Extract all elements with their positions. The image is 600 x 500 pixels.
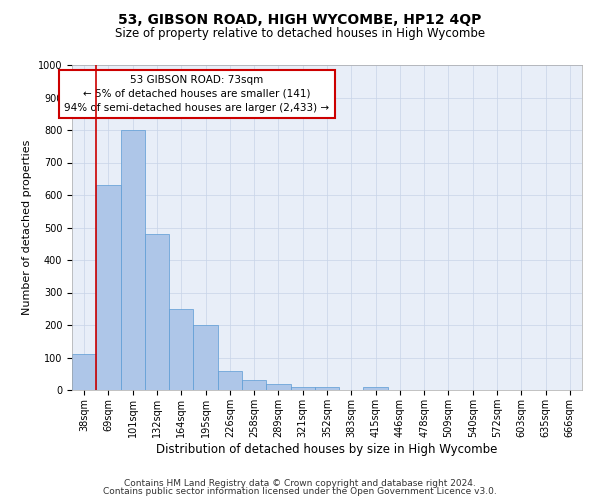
Bar <box>242 380 266 390</box>
Text: Contains HM Land Registry data © Crown copyright and database right 2024.: Contains HM Land Registry data © Crown c… <box>124 478 476 488</box>
Bar <box>169 308 193 390</box>
Bar <box>315 387 339 390</box>
Text: 53 GIBSON ROAD: 73sqm
← 5% of detached houses are smaller (141)
94% of semi-deta: 53 GIBSON ROAD: 73sqm ← 5% of detached h… <box>64 74 329 113</box>
Bar <box>193 325 218 390</box>
Bar <box>145 234 169 390</box>
Text: Contains public sector information licensed under the Open Government Licence v3: Contains public sector information licen… <box>103 487 497 496</box>
Bar <box>364 387 388 390</box>
Bar <box>290 387 315 390</box>
Bar <box>121 130 145 390</box>
X-axis label: Distribution of detached houses by size in High Wycombe: Distribution of detached houses by size … <box>157 442 497 456</box>
Y-axis label: Number of detached properties: Number of detached properties <box>22 140 32 315</box>
Text: Size of property relative to detached houses in High Wycombe: Size of property relative to detached ho… <box>115 28 485 40</box>
Bar <box>72 354 96 390</box>
Text: 53, GIBSON ROAD, HIGH WYCOMBE, HP12 4QP: 53, GIBSON ROAD, HIGH WYCOMBE, HP12 4QP <box>118 12 482 26</box>
Bar <box>96 185 121 390</box>
Bar <box>266 384 290 390</box>
Bar <box>218 370 242 390</box>
